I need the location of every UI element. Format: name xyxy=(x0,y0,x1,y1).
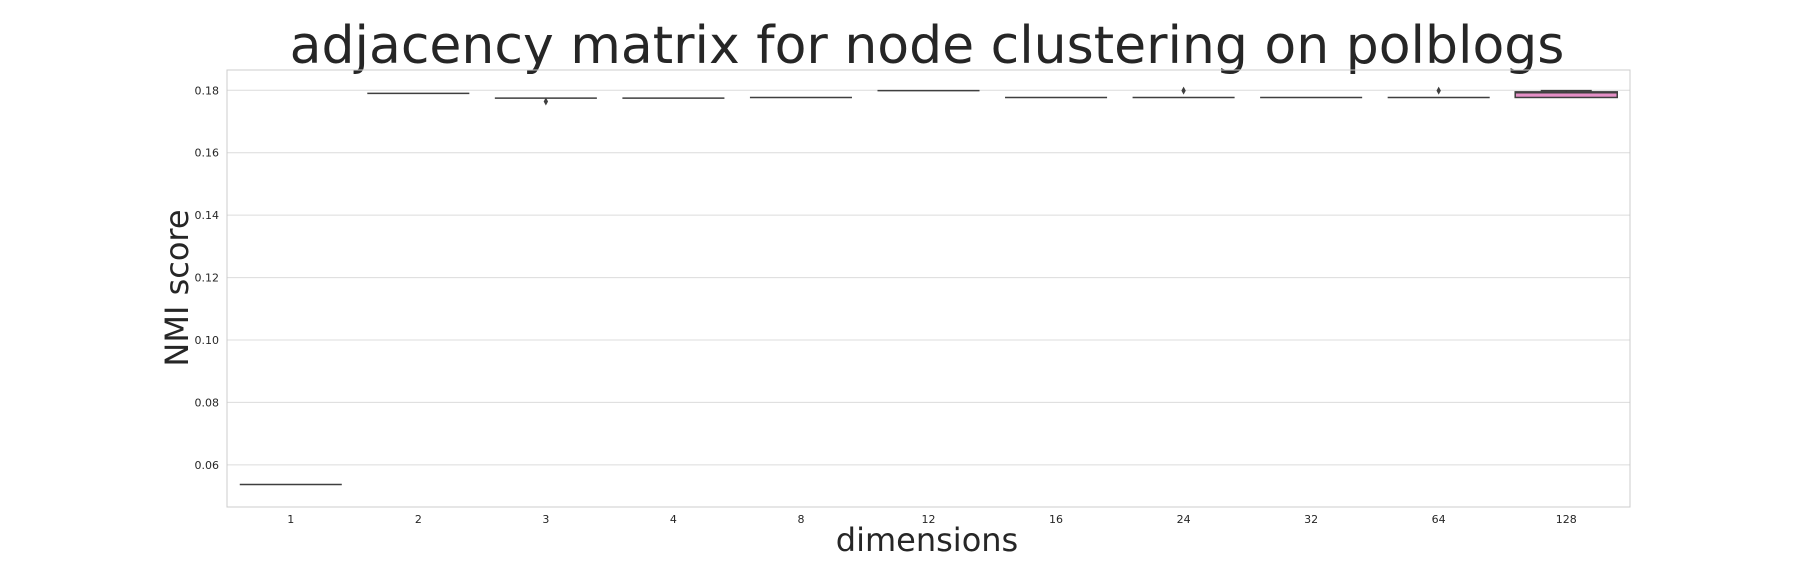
x-tick-label: 3 xyxy=(542,513,549,526)
y-tick-label: 0.10 xyxy=(195,334,220,347)
grid-lines xyxy=(227,89,1630,466)
outlier-point xyxy=(1436,86,1441,95)
plot-frame xyxy=(226,69,1631,508)
box-24 xyxy=(1132,86,1235,99)
y-tick-label: 0.12 xyxy=(195,272,220,285)
x-tick-label: 12 xyxy=(922,513,936,526)
chart-title: adjacency matrix for node clustering on … xyxy=(290,16,1565,76)
x-axis-label: dimensions xyxy=(836,521,1018,559)
x-tick-label: 1 xyxy=(287,513,294,526)
box-3 xyxy=(494,97,597,106)
x-tick-label: 4 xyxy=(670,513,677,526)
box-body xyxy=(1514,91,1618,99)
y-tick-label: 0.16 xyxy=(195,147,220,160)
x-tick-label: 8 xyxy=(797,513,804,526)
x-tick-label: 16 xyxy=(1049,513,1063,526)
outlier-point xyxy=(543,97,549,106)
x-tick-label: 24 xyxy=(1177,513,1191,526)
y-tick-label: 0.18 xyxy=(195,84,220,97)
y-axis-label: NMI score xyxy=(158,209,196,366)
box-64 xyxy=(1387,86,1490,99)
y-tick-label: 0.08 xyxy=(195,396,220,409)
x-tick-label: 2 xyxy=(415,513,422,526)
y-tick-label: 0.14 xyxy=(195,209,220,222)
x-tick-labels: 1 2 3 4 8 12 16 24 32 64 128 xyxy=(287,513,1576,526)
outlier-point xyxy=(1181,86,1186,95)
box-128 xyxy=(1514,89,1618,99)
boxes xyxy=(239,86,1618,486)
x-tick-label: 128 xyxy=(1556,513,1577,526)
y-tick-labels: 0.06 0.08 0.10 0.12 0.14 0.16 0.18 xyxy=(195,84,220,472)
x-tick-label: 64 xyxy=(1432,513,1446,526)
y-tick-label: 0.06 xyxy=(195,459,220,472)
x-tick-label: 32 xyxy=(1304,513,1318,526)
